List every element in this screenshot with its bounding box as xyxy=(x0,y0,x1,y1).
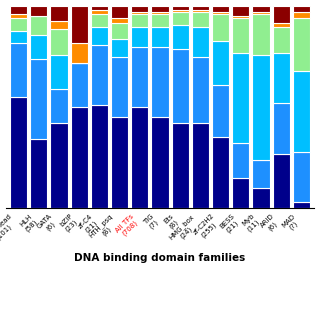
Bar xyxy=(91,27,108,45)
Bar xyxy=(10,6,27,14)
Bar xyxy=(192,6,209,11)
Bar xyxy=(30,59,47,140)
Bar xyxy=(293,202,310,208)
Bar xyxy=(172,11,189,12)
Bar xyxy=(192,12,209,27)
Bar xyxy=(131,6,148,12)
Bar xyxy=(50,6,68,20)
Bar xyxy=(71,107,88,208)
Bar xyxy=(131,14,148,27)
Bar xyxy=(172,6,189,11)
Bar xyxy=(10,19,27,31)
Bar xyxy=(252,188,270,208)
Bar xyxy=(10,97,27,208)
Bar xyxy=(50,20,68,28)
Bar xyxy=(151,47,169,117)
Bar xyxy=(111,57,128,117)
Bar xyxy=(212,138,229,208)
Bar xyxy=(172,123,189,208)
Bar xyxy=(172,25,189,49)
Bar xyxy=(111,19,128,22)
Bar xyxy=(111,22,128,39)
Bar xyxy=(273,53,290,103)
Bar xyxy=(232,143,249,178)
Bar xyxy=(172,12,189,25)
Bar xyxy=(30,6,47,16)
Bar xyxy=(293,19,310,71)
Bar xyxy=(252,6,270,12)
Bar xyxy=(212,6,229,12)
Bar xyxy=(273,22,290,27)
Bar xyxy=(71,63,88,107)
Bar xyxy=(151,117,169,208)
Bar xyxy=(91,105,108,208)
Bar xyxy=(151,27,169,47)
Bar xyxy=(192,11,209,12)
Bar xyxy=(111,117,128,208)
X-axis label: DNA binding domain families: DNA binding domain families xyxy=(74,252,246,263)
Bar xyxy=(273,6,290,22)
Bar xyxy=(131,27,148,47)
Bar xyxy=(91,14,108,27)
Bar xyxy=(232,6,249,16)
Bar xyxy=(91,6,108,11)
Bar xyxy=(30,35,47,59)
Bar xyxy=(212,41,229,85)
Bar xyxy=(71,6,88,43)
Bar xyxy=(10,43,27,97)
Bar xyxy=(111,6,128,19)
Bar xyxy=(192,57,209,123)
Bar xyxy=(212,14,229,41)
Bar xyxy=(212,85,229,138)
Bar xyxy=(131,47,148,107)
Bar xyxy=(131,12,148,14)
Bar xyxy=(293,152,310,202)
Bar xyxy=(252,12,270,14)
Bar xyxy=(252,55,270,160)
Bar xyxy=(273,154,290,208)
Bar xyxy=(50,28,68,55)
Bar xyxy=(293,71,310,152)
Bar xyxy=(273,103,290,154)
Bar xyxy=(30,140,47,208)
Bar xyxy=(111,39,128,57)
Bar xyxy=(232,178,249,208)
Bar xyxy=(293,12,310,19)
Bar xyxy=(30,16,47,35)
Bar xyxy=(212,12,229,14)
Bar xyxy=(293,6,310,12)
Bar xyxy=(91,11,108,14)
Bar xyxy=(131,107,148,208)
Bar xyxy=(151,12,169,14)
Bar xyxy=(172,49,189,123)
Bar xyxy=(192,123,209,208)
Bar xyxy=(50,55,68,89)
Bar xyxy=(10,31,27,43)
Bar xyxy=(232,53,249,143)
Bar xyxy=(71,43,88,63)
Bar xyxy=(232,16,249,19)
Bar xyxy=(151,6,169,12)
Bar xyxy=(232,19,249,53)
Bar xyxy=(50,89,68,123)
Bar xyxy=(151,14,169,27)
Bar xyxy=(10,14,27,19)
Bar xyxy=(192,27,209,57)
Bar xyxy=(252,160,270,188)
Bar xyxy=(50,123,68,208)
Bar xyxy=(252,14,270,55)
Bar xyxy=(91,45,108,105)
Bar xyxy=(273,27,290,53)
